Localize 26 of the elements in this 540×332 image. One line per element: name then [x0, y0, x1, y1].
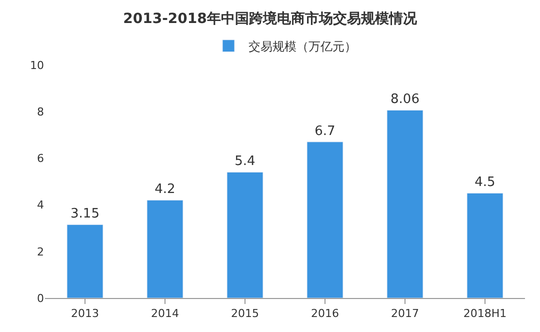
data-label: 5.4 [234, 154, 256, 170]
x-tick-label: 2014 [151, 307, 179, 320]
bar [466, 192, 504, 298]
data-label: 8.06 [390, 92, 420, 108]
data-label: 3.15 [70, 206, 100, 222]
data-label: 6.7 [314, 124, 336, 139]
chart-title: 2013-2018年中国跨境电商市场交易规模情况 [123, 10, 418, 28]
x-tick-label: 2017 [391, 307, 419, 320]
y-tick-label: 6 [37, 152, 44, 166]
y-tick-label: 4 [37, 198, 44, 212]
x-tick-label: 2016 [311, 307, 339, 320]
bar [66, 224, 104, 298]
y-tick-label: 0 [37, 292, 44, 305]
bar [146, 200, 184, 298]
bar [226, 172, 264, 298]
y-tick-label: 8 [37, 105, 44, 118]
y-tick-label: 2 [37, 245, 44, 258]
bar [386, 110, 424, 298]
bar [306, 142, 344, 298]
x-tick-label: 2018H1 [463, 307, 507, 320]
data-label: 4.5 [474, 175, 496, 190]
legend-label: 交易规模（万亿元） [248, 40, 356, 54]
x-tick-label: 2013 [71, 307, 99, 320]
data-label: 4.2 [154, 182, 176, 198]
y-tick-label: 10 [30, 58, 44, 72]
x-tick-label: 2015 [231, 307, 259, 320]
